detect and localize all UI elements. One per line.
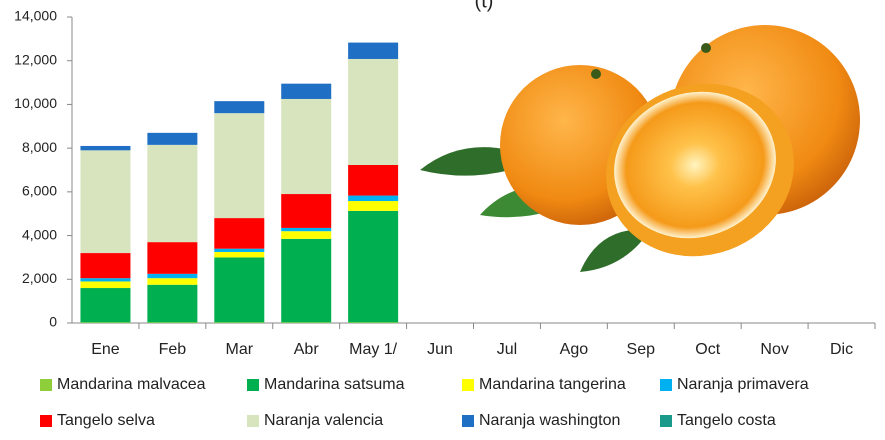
legend-swatch bbox=[40, 415, 52, 427]
y-tick-label: 4,000 bbox=[22, 226, 57, 242]
bar-segment bbox=[214, 218, 264, 249]
legend-label: Tangelo costa bbox=[677, 412, 776, 429]
y-tick-label: 8,000 bbox=[22, 139, 57, 155]
bar-segment bbox=[80, 322, 130, 323]
y-tick-label: 14,000 bbox=[14, 8, 57, 24]
bar-segment bbox=[348, 196, 398, 201]
bar-segment bbox=[281, 194, 331, 228]
x-tick-label: Abr bbox=[294, 341, 320, 358]
legend-swatch bbox=[462, 415, 474, 427]
y-tick-label: 10,000 bbox=[14, 95, 57, 111]
bar-segment bbox=[147, 145, 197, 242]
x-tick-label: May 1/ bbox=[349, 341, 398, 358]
bar-segment bbox=[214, 322, 264, 323]
bar-segment bbox=[348, 59, 398, 165]
bar-segment bbox=[147, 133, 197, 145]
bar-segment bbox=[281, 231, 331, 239]
bar-segment bbox=[80, 278, 130, 281]
bar-segment bbox=[80, 253, 130, 278]
y-tick-label: 12,000 bbox=[14, 51, 57, 67]
x-tick-label: Ene bbox=[91, 341, 120, 358]
y-tick-label: 0 bbox=[49, 314, 57, 330]
x-tick-label: Mar bbox=[226, 341, 254, 358]
legend-label: Naranja primavera bbox=[677, 376, 809, 393]
bar-segment bbox=[348, 165, 398, 196]
x-tick-label: Sep bbox=[627, 341, 656, 358]
bar-segment bbox=[348, 211, 398, 322]
x-tick-label: Oct bbox=[695, 341, 720, 358]
legend-swatch bbox=[660, 415, 672, 427]
bar-segment bbox=[147, 242, 197, 274]
chart-title: (t) bbox=[475, 0, 494, 12]
legend-label: Mandarina tangerina bbox=[479, 376, 626, 393]
x-tick-label: Ago bbox=[560, 341, 589, 358]
orange-illustration bbox=[420, 25, 860, 282]
bar-segment bbox=[281, 84, 331, 99]
y-tick-label: 2,000 bbox=[22, 270, 57, 286]
legend-label: Naranja valencia bbox=[264, 412, 383, 429]
bar-segment bbox=[214, 101, 264, 113]
bar-segment bbox=[348, 322, 398, 323]
x-tick-label: Dic bbox=[830, 341, 853, 358]
bar-segment bbox=[281, 99, 331, 194]
x-tick-label: Feb bbox=[159, 341, 187, 358]
bar-segment bbox=[147, 285, 197, 323]
bar-segment bbox=[281, 228, 331, 231]
legend-label: Naranja washington bbox=[479, 412, 620, 429]
legend-swatch bbox=[247, 379, 259, 391]
chart: (t) 0 2,000 4,000 6,000 8,000 10,000 12,000 14,… bbox=[0, 0, 885, 435]
bar-segment bbox=[214, 257, 264, 322]
bar-segment bbox=[80, 288, 130, 322]
bar-segment bbox=[214, 252, 264, 257]
x-tick-label: Jul bbox=[497, 341, 517, 358]
legend-swatch bbox=[247, 415, 259, 427]
bar-segment bbox=[281, 239, 331, 322]
bar-segment bbox=[348, 43, 398, 59]
bar-segment bbox=[214, 249, 264, 252]
bar-segment bbox=[80, 146, 130, 150]
bar-segment bbox=[80, 281, 130, 288]
x-tick-label: Jun bbox=[427, 341, 453, 358]
legend-swatch bbox=[660, 379, 672, 391]
legend-label: Mandarina malvacea bbox=[57, 376, 206, 393]
legend-swatch bbox=[462, 379, 474, 391]
legend-swatch bbox=[40, 379, 52, 391]
bar-segment bbox=[147, 322, 197, 323]
bar-segment bbox=[214, 113, 264, 218]
legend-label: Tangelo selva bbox=[57, 412, 155, 429]
bar-segment bbox=[147, 278, 197, 285]
y-tick-label: 6,000 bbox=[22, 183, 57, 199]
bar-segment bbox=[80, 150, 130, 253]
bar-segment bbox=[281, 322, 331, 323]
bar-segment bbox=[348, 201, 398, 211]
legend-label: Mandarina satsuma bbox=[264, 376, 405, 393]
bar-segment bbox=[147, 274, 197, 278]
x-tick-label: Nov bbox=[760, 341, 788, 358]
